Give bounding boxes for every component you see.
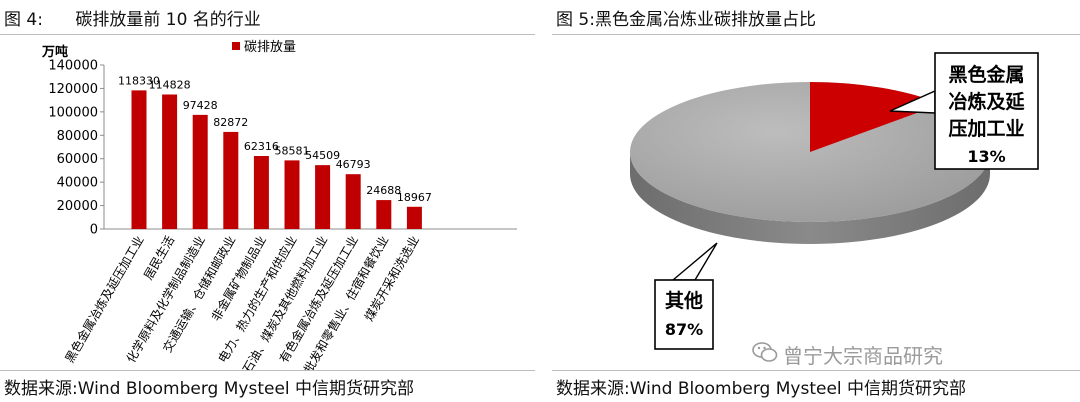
bar bbox=[223, 131, 239, 229]
figure-4-panel: 图 4: 碳排放量前 10 名的行业 万吨 碳排放量 0 20000 40000 6000… bbox=[0, 0, 535, 402]
slice-label: 冶炼及延 bbox=[948, 90, 1025, 113]
callout-box bbox=[654, 279, 714, 350]
y-tick-label: 140000 bbox=[48, 59, 98, 74]
y-tick-label: 80000 bbox=[57, 129, 98, 144]
slice-label: 其他 bbox=[665, 289, 703, 312]
bar bbox=[376, 200, 392, 229]
figure-5-title: 图 5:黑色金属冶炼业碳排放量占比 bbox=[556, 10, 816, 30]
wechat-icon bbox=[752, 342, 778, 362]
bar bbox=[284, 160, 300, 229]
slice-percent: 13% bbox=[967, 147, 1005, 166]
callout-box bbox=[934, 52, 1039, 170]
y-tick-label: 100000 bbox=[48, 105, 98, 120]
figure-4-source: 数据来源:Wind Bloomberg Mysteel 中信期货研究部 bbox=[4, 379, 415, 399]
slice-label: 压加工业 bbox=[948, 118, 1024, 140]
slice-label: 黑色金属 bbox=[948, 63, 1024, 86]
slice-percent: 87% bbox=[665, 320, 703, 339]
figure-5-panel: 图 5:黑色金属冶炼业碳排放量占比 黑色金属冶炼及延压加工业 13% 其他 87% 数… bbox=[552, 0, 1080, 402]
data-label: 24688 bbox=[366, 184, 401, 197]
bar bbox=[315, 165, 331, 229]
data-label: 54509 bbox=[305, 149, 340, 162]
figure-5-source: 数据来源:Wind Bloomberg Mysteel 中信期货研究部 bbox=[556, 379, 967, 399]
bar-chart: 万吨 碳排放量 0 20000 40000 60000 80000 100000 120000 1… bbox=[41, 40, 517, 370]
y-tick-label: 0 bbox=[90, 223, 98, 238]
watermark: 曾宁大宗商品研究 bbox=[783, 344, 943, 368]
y-tick-label: 60000 bbox=[57, 152, 98, 167]
bottom-divider bbox=[0, 370, 535, 371]
y-tick-label: 120000 bbox=[48, 82, 98, 97]
bottom-divider bbox=[552, 370, 1080, 371]
data-label: 62316 bbox=[244, 140, 279, 153]
top-divider bbox=[0, 34, 535, 35]
callout-pointer bbox=[671, 242, 718, 281]
y-tick-label: 40000 bbox=[57, 176, 98, 191]
bar bbox=[162, 94, 178, 229]
figure-4-title: 图 4: 碳排放量前 10 名的行业 bbox=[4, 10, 261, 30]
bar bbox=[406, 206, 422, 229]
data-label: 58581 bbox=[275, 144, 310, 157]
data-label: 46793 bbox=[336, 158, 371, 171]
pie-slice-highlight bbox=[810, 82, 942, 152]
top-divider bbox=[552, 34, 1080, 35]
y-tick-label: 20000 bbox=[57, 199, 98, 214]
data-label: 97428 bbox=[183, 99, 218, 112]
legend-swatch bbox=[232, 42, 240, 50]
legend-label: 碳排放量 bbox=[244, 40, 296, 55]
bar bbox=[192, 114, 208, 229]
bar bbox=[345, 174, 361, 229]
pie-side bbox=[630, 152, 990, 244]
data-label: 18967 bbox=[397, 191, 432, 204]
x-tick-label: 非金属矿物制品业 bbox=[208, 233, 269, 324]
data-label: 82872 bbox=[213, 116, 248, 129]
data-label: 118330 bbox=[118, 74, 160, 87]
bar bbox=[131, 90, 147, 229]
data-label: 114828 bbox=[149, 78, 191, 91]
bar bbox=[253, 156, 269, 229]
pie-chart: 黑色金属冶炼及延压加工业 13% 其他 87% bbox=[630, 52, 1039, 350]
y-axis-unit: 万吨 bbox=[41, 44, 68, 60]
